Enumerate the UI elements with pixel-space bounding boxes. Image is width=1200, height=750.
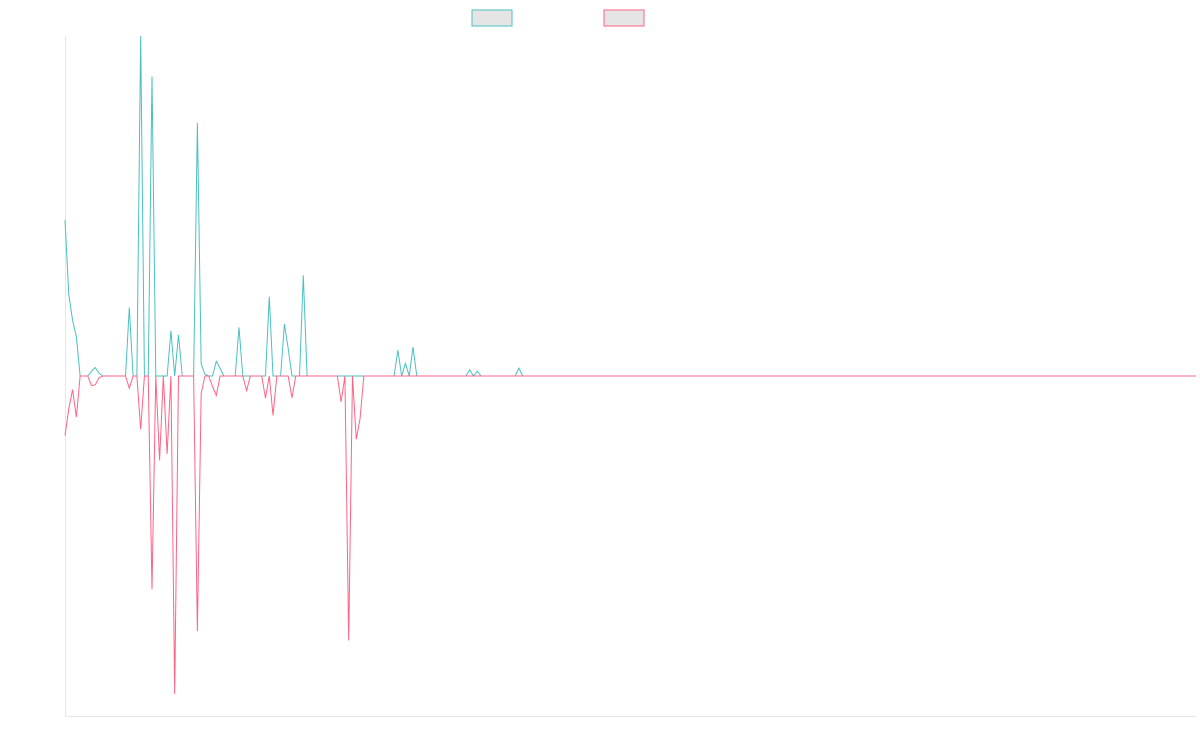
legend-swatch-series-a[interactable] — [471, 9, 513, 27]
legend-swatch-series-b[interactable] — [603, 9, 645, 27]
series-line-b — [64, 375, 1196, 694]
axes — [65, 36, 1196, 717]
legend[interactable] — [471, 9, 645, 27]
series-line-a — [64, 35, 1196, 377]
plot-area — [64, 35, 1196, 694]
